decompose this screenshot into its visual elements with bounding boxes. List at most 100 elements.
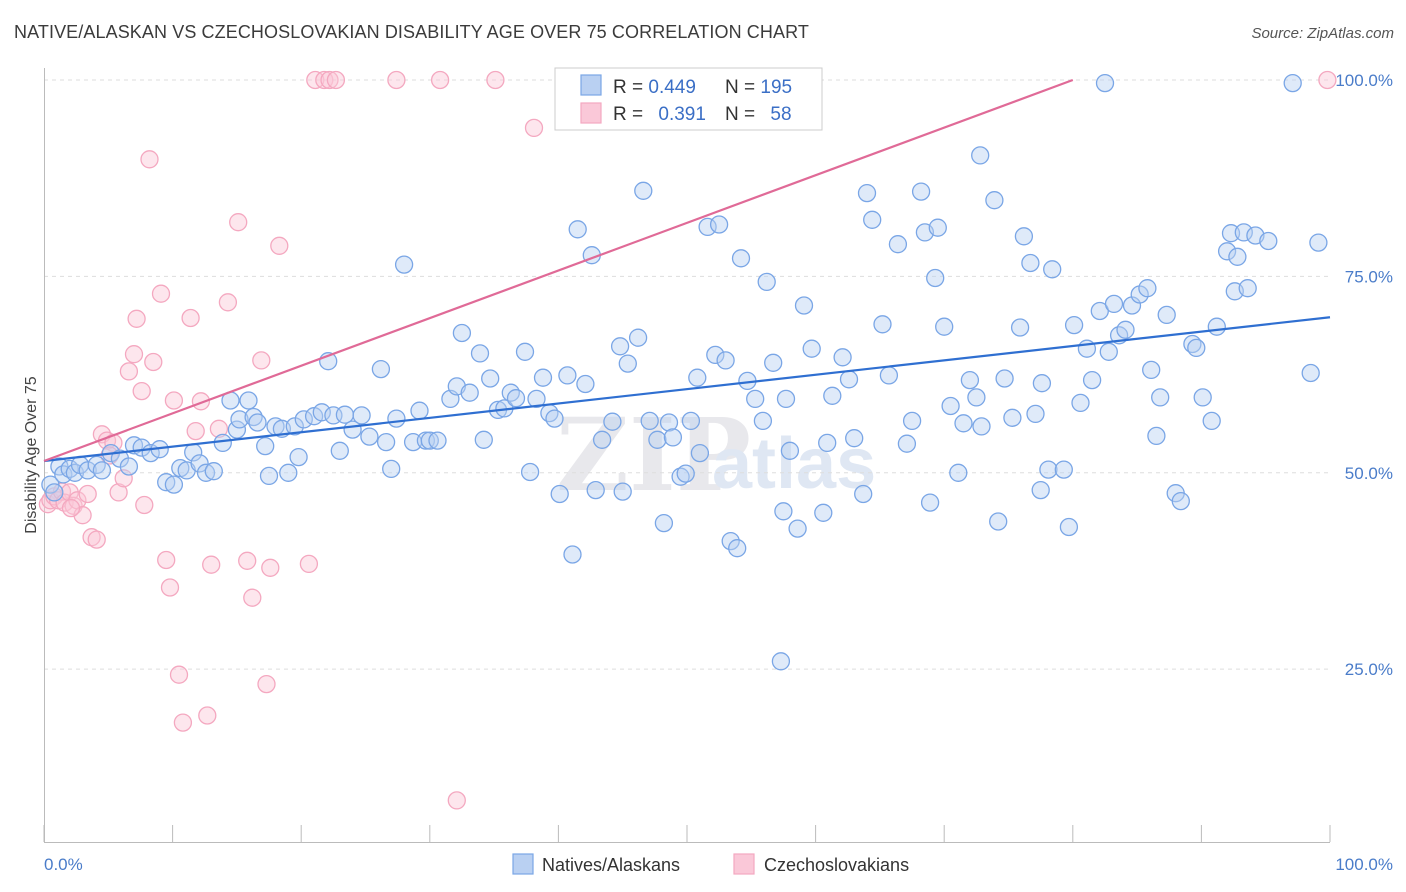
- natives-point-128: [879, 366, 899, 385]
- czechoslovakians-point-31: [186, 421, 205, 441]
- natives-point-61: [452, 323, 472, 343]
- legend-label-natives: Natives/Alaskans: [542, 855, 680, 875]
- natives-point-123: [845, 429, 864, 448]
- natives-point-52: [387, 409, 406, 428]
- natives-point-194: [771, 652, 791, 671]
- natives-point-169: [1142, 360, 1161, 380]
- natives-point-31: [248, 413, 267, 432]
- natives-point-150: [1021, 253, 1040, 273]
- natives-point-108: [746, 389, 765, 409]
- natives-point-168: [1138, 279, 1157, 298]
- y-tick-label-1: 50.0%: [1345, 464, 1393, 483]
- czechoslovakians-point-30: [181, 308, 200, 328]
- natives-point-72: [527, 389, 546, 409]
- natives-point-12: [119, 457, 139, 476]
- natives-point-65: [481, 369, 500, 388]
- natives-point-141: [960, 370, 980, 390]
- czechoslovakians-point-57: [61, 498, 81, 518]
- stats-legend: R = 0.449 N = 195 R = 0.391 N = 58: [554, 67, 823, 131]
- natives-point-163: [1104, 294, 1124, 314]
- natives-point-157: [1064, 315, 1084, 335]
- natives-point-28: [230, 410, 249, 429]
- czechoslovakians-point-43: [270, 236, 289, 255]
- x-ticks: [43, 825, 1331, 842]
- natives-point-153: [1039, 460, 1058, 479]
- natives-point-90: [640, 411, 659, 431]
- natives-point-101: [706, 345, 725, 365]
- czechoslovakians-point-27: [164, 391, 184, 410]
- natives-point-89: [634, 181, 653, 200]
- czechoslovakians-point-28: [169, 665, 189, 684]
- stats-r-label-pink: R =: [613, 104, 648, 125]
- czechoslovakians-point-17: [114, 469, 133, 488]
- natives-point-48: [360, 427, 379, 446]
- natives-point-192: [1031, 480, 1050, 500]
- czechoslovakians-point-40: [252, 351, 271, 370]
- natives-point-53: [394, 255, 414, 274]
- natives-point-116: [794, 296, 814, 315]
- natives-point-187: [1259, 231, 1278, 251]
- natives-point-84: [603, 412, 622, 431]
- y-tick-labels: 25.0% 50.0% 75.0% 100.0%: [1335, 71, 1393, 679]
- natives-point-137: [935, 317, 954, 336]
- natives-point-146: [995, 369, 1014, 388]
- natives-point-78: [563, 545, 582, 564]
- natives-point-99: [690, 443, 710, 463]
- legend-swatch-natives: [512, 853, 534, 875]
- natives-point-47: [352, 406, 371, 425]
- natives-point-121: [833, 348, 852, 367]
- natives-point-179: [1207, 317, 1226, 336]
- natives-point-91: [648, 430, 667, 449]
- series-czechoslovakians: [38, 70, 1337, 810]
- watermark-atlas: atlas: [712, 424, 876, 504]
- natives-point-171: [1151, 388, 1170, 407]
- natives-point-144: [971, 146, 990, 165]
- czechoslovakians-point-33: [198, 706, 217, 725]
- legend-swatch-czechoslovakians: [733, 853, 755, 875]
- natives-point-7: [78, 461, 97, 480]
- svg-text:N = 58: N = 58: [725, 104, 792, 125]
- czechoslovakians-point-23: [144, 352, 163, 372]
- y-tick-label-2: 75.0%: [1345, 267, 1393, 286]
- natives-point-104: [721, 531, 740, 551]
- natives-point-97: [681, 411, 701, 431]
- natives-point-189: [1309, 233, 1328, 252]
- stats-r-value-pink: 0.391: [658, 104, 706, 125]
- natives-point-129: [888, 235, 908, 254]
- natives-point-70: [515, 342, 535, 361]
- natives-point-126: [863, 210, 882, 229]
- natives-point-33: [259, 466, 279, 486]
- natives-point-131: [902, 411, 922, 431]
- natives-point-154: [1043, 260, 1062, 279]
- natives-point-127: [873, 315, 892, 334]
- natives-point-142: [967, 388, 986, 407]
- natives-point-112: [774, 502, 793, 521]
- czechoslovakians-point-42: [261, 558, 280, 577]
- natives-point-88: [628, 328, 648, 347]
- natives-point-68: [501, 383, 520, 402]
- natives-point-50: [376, 432, 396, 452]
- x-tick-labels: 0.0% 100.0%: [44, 855, 1393, 874]
- natives-point-8: [87, 455, 106, 475]
- czechoslovakians-point-36: [218, 293, 238, 312]
- natives-point-62: [460, 383, 479, 402]
- czechoslovakians-point-51: [486, 70, 505, 90]
- czechoslovakians-trend-line: [43, 78, 1074, 463]
- natives-point-143: [972, 417, 991, 436]
- stats-swatch-pink: [580, 102, 602, 124]
- czechoslovakians-point-47: [320, 70, 339, 90]
- natives-point-147: [1003, 408, 1022, 427]
- natives-point-184: [1234, 223, 1253, 242]
- natives-point-85: [610, 337, 630, 356]
- natives-point-165: [1116, 320, 1135, 339]
- natives-point-138: [941, 396, 960, 416]
- natives-point-149: [1014, 227, 1034, 246]
- natives-point-191: [1283, 73, 1302, 93]
- natives-point-119: [818, 433, 837, 453]
- natives-point-75: [545, 409, 564, 428]
- natives-point-130: [897, 434, 917, 453]
- natives-point-95: [671, 467, 690, 486]
- czechoslovakians-point-10: [78, 484, 97, 504]
- natives-point-118: [814, 503, 833, 522]
